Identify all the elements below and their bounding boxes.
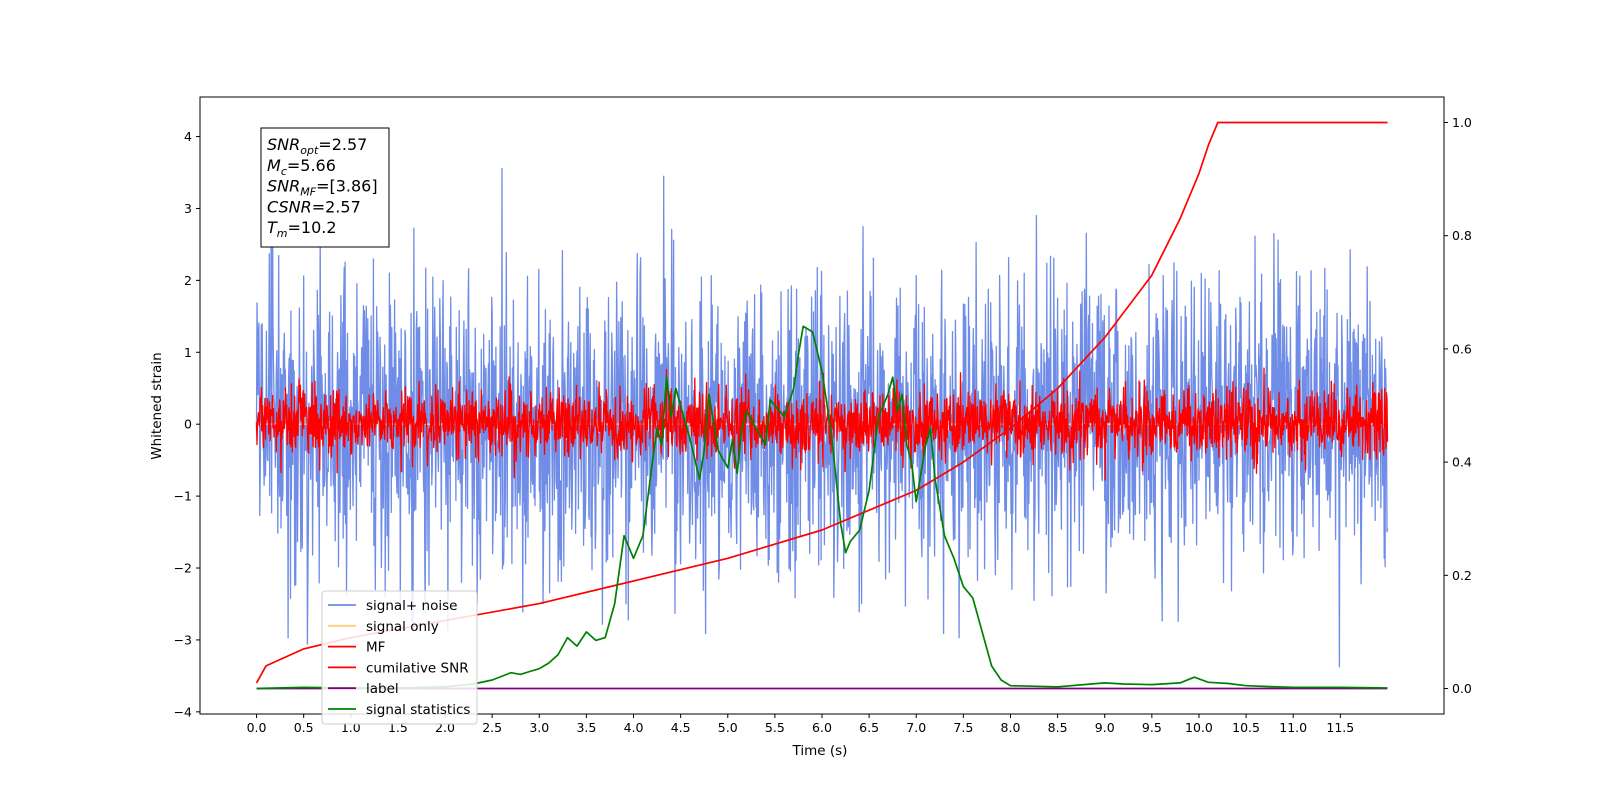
x-tick-label: 7.5 [953,720,973,735]
x-tick-label: 5.5 [765,720,785,735]
x-tick-label: 7.0 [906,720,926,735]
legend-label: label [366,681,399,697]
y2-tick-label: 1.0 [1452,115,1472,130]
y-tick-label: 4 [184,129,192,144]
x-tick-label: 5.0 [718,720,738,735]
y-tick-label: 0 [184,417,192,432]
x-tick-label: 3.5 [576,720,596,735]
legend: signal+ noise signal only MF cumilative SNR… [321,590,478,725]
series-line-signal-statistics [256,325,1388,690]
x-tick-label: 6.0 [812,720,832,735]
x-tick-label: 8.5 [1048,720,1068,735]
legend-label: signal+ noise [366,598,457,614]
y2-tick-label: 0.6 [1452,341,1472,356]
stats-line: Tm=10.2 [267,218,337,240]
y2-tick-label: 0.8 [1452,228,1472,243]
x-tick-label: 0.5 [294,720,314,735]
x-tick-label: 4.0 [624,720,644,735]
x-tick-label: 3.0 [529,720,549,735]
x-tick-label: 4.5 [671,720,691,735]
y2-tick-label: 0.4 [1452,455,1472,470]
legend-label: MF [366,640,385,656]
x-axis-label: Time (s) [792,743,848,759]
stats-line: CSNR=2.57 [267,197,361,216]
y2-tick-label: 0.2 [1452,568,1472,583]
stats-line: SNRopt=2.57 [267,135,367,157]
legend-label: signal statistics [366,702,470,718]
stats-line: SNRMF=[3.86] [267,177,378,199]
y-tick-label: −4 [174,704,192,719]
legend-frame [321,590,478,725]
y-tick-label: 3 [184,201,192,216]
x-tick-label: 2.5 [482,720,502,735]
series-line-mf [255,367,1389,481]
y-tick-label: −2 [174,561,192,576]
legend-label: signal only [366,619,439,635]
y2-tick-label: 0.0 [1452,681,1472,696]
x-tick-label: 6.5 [859,720,879,735]
x-tick-label: 9.0 [1095,720,1115,735]
x-tick-label: 10.0 [1185,720,1213,735]
series-line-signal-noise [255,168,1389,668]
x-tick-label: 11.0 [1279,720,1307,735]
x-tick-label: 9.5 [1142,720,1162,735]
x-tick-label: 0.0 [247,720,267,735]
y-axis-right: 1.0 0.8 0.6 0.4 0.2 0.0 [1444,115,1472,696]
y-axis-left: 4 3 2 1 0 −1 −2 −3 −4 [174,129,200,719]
y-axis-label: Whitened strain [149,352,165,459]
y-tick-label: −1 [174,489,192,504]
stats-line: Mc=5.66 [267,156,336,178]
y-tick-label: 2 [184,273,192,288]
x-tick-label: 10.5 [1232,720,1260,735]
y-tick-label: 1 [184,345,192,360]
x-tick-label: 8.0 [1001,720,1021,735]
y-tick-label: −3 [174,632,192,647]
x-tick-label: 11.5 [1326,720,1354,735]
legend-label: cumilative SNR [366,660,469,676]
x-axis: 0.0 0.5 1.0 1.5 2.0 2.5 3.0 3.5 4.0 4.5 5.0 5.5 6.0 6… [247,714,1354,735]
